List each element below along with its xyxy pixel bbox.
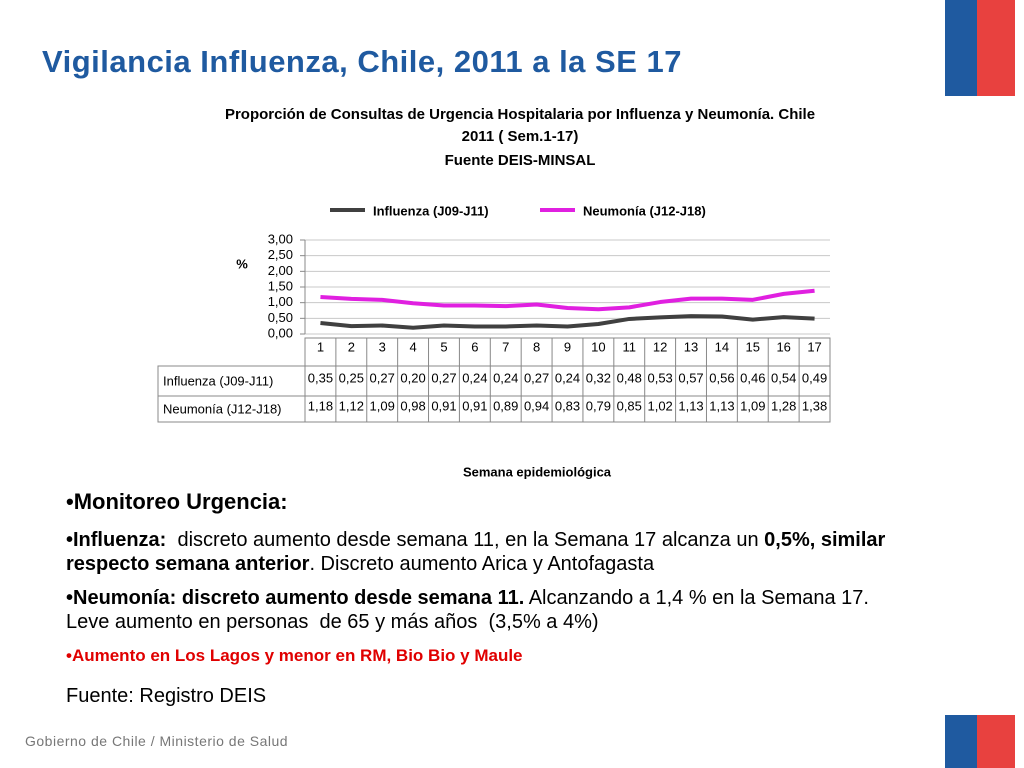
text-body: •Monitoreo Urgencia: •Influenza: discret… bbox=[66, 490, 896, 718]
table-value: 0,89 bbox=[493, 398, 518, 413]
table-value: 0,91 bbox=[431, 398, 456, 413]
table-value: 0,27 bbox=[370, 370, 395, 385]
logo-red bbox=[977, 715, 1015, 768]
x-tick-label: 3 bbox=[379, 339, 386, 354]
table-value: 0,25 bbox=[339, 370, 364, 385]
table-value: 0,46 bbox=[740, 370, 765, 385]
logo-blue bbox=[945, 0, 977, 96]
x-tick-label: 16 bbox=[776, 339, 790, 354]
table-value: 0,79 bbox=[586, 398, 611, 413]
x-tick-label: 6 bbox=[471, 339, 478, 354]
table-value: 0,27 bbox=[431, 370, 456, 385]
heading: •Monitoreo Urgencia: bbox=[66, 489, 288, 514]
table-value: 0,83 bbox=[555, 398, 580, 413]
x-tick-label: 9 bbox=[564, 339, 571, 354]
table-value: 0,24 bbox=[555, 370, 580, 385]
table-value: 0,20 bbox=[400, 370, 425, 385]
paragraph: •Neumonía: discreto aumento desde semana… bbox=[66, 586, 896, 634]
text-run: •Neumonía: discreto aumento desde semana… bbox=[66, 587, 525, 609]
text-run: . Discreto aumento Arica y Antofagasta bbox=[309, 553, 655, 575]
x-tick-label: 11 bbox=[623, 339, 637, 354]
table-value: 0,98 bbox=[400, 398, 425, 413]
x-tick-label: 2 bbox=[348, 339, 355, 354]
legend-label: Influenza (J09-J11) bbox=[373, 203, 489, 218]
table-value: 0,24 bbox=[462, 370, 487, 385]
y-tick-label: 1,50 bbox=[268, 278, 293, 293]
table-value: 1,02 bbox=[647, 398, 672, 413]
series-line bbox=[320, 288, 815, 312]
table-value: 0,85 bbox=[617, 398, 642, 413]
legend-label: Neumonía (J12-J18) bbox=[583, 203, 706, 218]
table-value: 1,09 bbox=[370, 398, 395, 413]
y-tick-label: 1,00 bbox=[268, 294, 293, 309]
x-tick-label: 7 bbox=[502, 339, 509, 354]
x-tick-label: 10 bbox=[591, 339, 605, 354]
y-tick-label: 2,00 bbox=[268, 263, 293, 278]
table-value: 0,48 bbox=[617, 370, 642, 385]
table-value: 1,12 bbox=[339, 398, 364, 413]
y-tick-label: 2,50 bbox=[268, 247, 293, 262]
x-tick-label: 15 bbox=[746, 339, 760, 354]
table-value: 0,54 bbox=[771, 370, 796, 385]
logo-blue bbox=[945, 715, 977, 768]
x-tick-label: 8 bbox=[533, 339, 540, 354]
series-line bbox=[320, 314, 815, 330]
x-tick-label: 13 bbox=[684, 339, 698, 354]
table-value: 0,49 bbox=[802, 370, 827, 385]
y-tick-label: 0,50 bbox=[268, 310, 293, 325]
source: Fuente: Registro DEIS bbox=[66, 685, 267, 707]
chart-title: Proporción de Consultas de Urgencia Hosp… bbox=[224, 106, 816, 145]
text-run: Alcanzando a 1,4 % en la Semana 17. Leve… bbox=[66, 587, 875, 633]
table-value: 1,13 bbox=[709, 398, 734, 413]
y-axis-label: % bbox=[236, 256, 248, 271]
y-tick-label: 3,00 bbox=[268, 231, 293, 246]
table-value: 0,35 bbox=[308, 370, 333, 385]
paragraphs: •Influenza: discreto aumento desde seman… bbox=[66, 528, 896, 634]
table-value: 1,38 bbox=[802, 398, 827, 413]
table-value: 0,53 bbox=[647, 370, 672, 385]
logo-red bbox=[977, 0, 1015, 96]
x-tick-label: 14 bbox=[715, 339, 729, 354]
footer: Gobierno de Chile / Ministerio de Salud bbox=[25, 733, 289, 749]
x-tick-label: 1 bbox=[317, 339, 324, 354]
table-value: 1,09 bbox=[740, 398, 765, 413]
text-run: •Influenza: bbox=[66, 529, 167, 551]
slide-title: Vigilancia Influenza, Chile, 2011 a la S… bbox=[42, 44, 682, 79]
table-value: 0,32 bbox=[586, 370, 611, 385]
chart-subtitle: Fuente DEIS-MINSAL bbox=[444, 152, 596, 169]
table-value: 1,13 bbox=[678, 398, 703, 413]
table-row-label: Influenza (J09-J11) bbox=[163, 373, 273, 388]
x-tick-label: 4 bbox=[409, 339, 416, 354]
table-value: 0,94 bbox=[524, 398, 549, 413]
paragraph: •Influenza: discreto aumento desde seman… bbox=[66, 528, 896, 576]
table-value: 0,27 bbox=[524, 370, 549, 385]
table-value: 0,91 bbox=[462, 398, 487, 413]
table-value: 1,18 bbox=[308, 398, 333, 413]
table-value: 1,28 bbox=[771, 398, 796, 413]
x-tick-label: 12 bbox=[653, 339, 667, 354]
note: •Aumento en Los Lagos y menor en RM, Bio… bbox=[66, 646, 523, 665]
x-tick-label: 17 bbox=[807, 339, 821, 354]
y-tick-label: 0,00 bbox=[268, 325, 293, 340]
text-run: 0,5%, similar respecto semana anterior bbox=[66, 529, 891, 575]
text-run: discreto aumento desde semana 11, en la … bbox=[166, 529, 765, 551]
table-value: 0,57 bbox=[678, 370, 703, 385]
x-axis-label: Semana epidemiológica bbox=[463, 464, 612, 479]
x-tick-label: 5 bbox=[440, 339, 447, 354]
table-value: 0,24 bbox=[493, 370, 518, 385]
table-value: 0,56 bbox=[709, 370, 734, 385]
table-row-label: Neumonía (J12-J18) bbox=[163, 401, 282, 416]
